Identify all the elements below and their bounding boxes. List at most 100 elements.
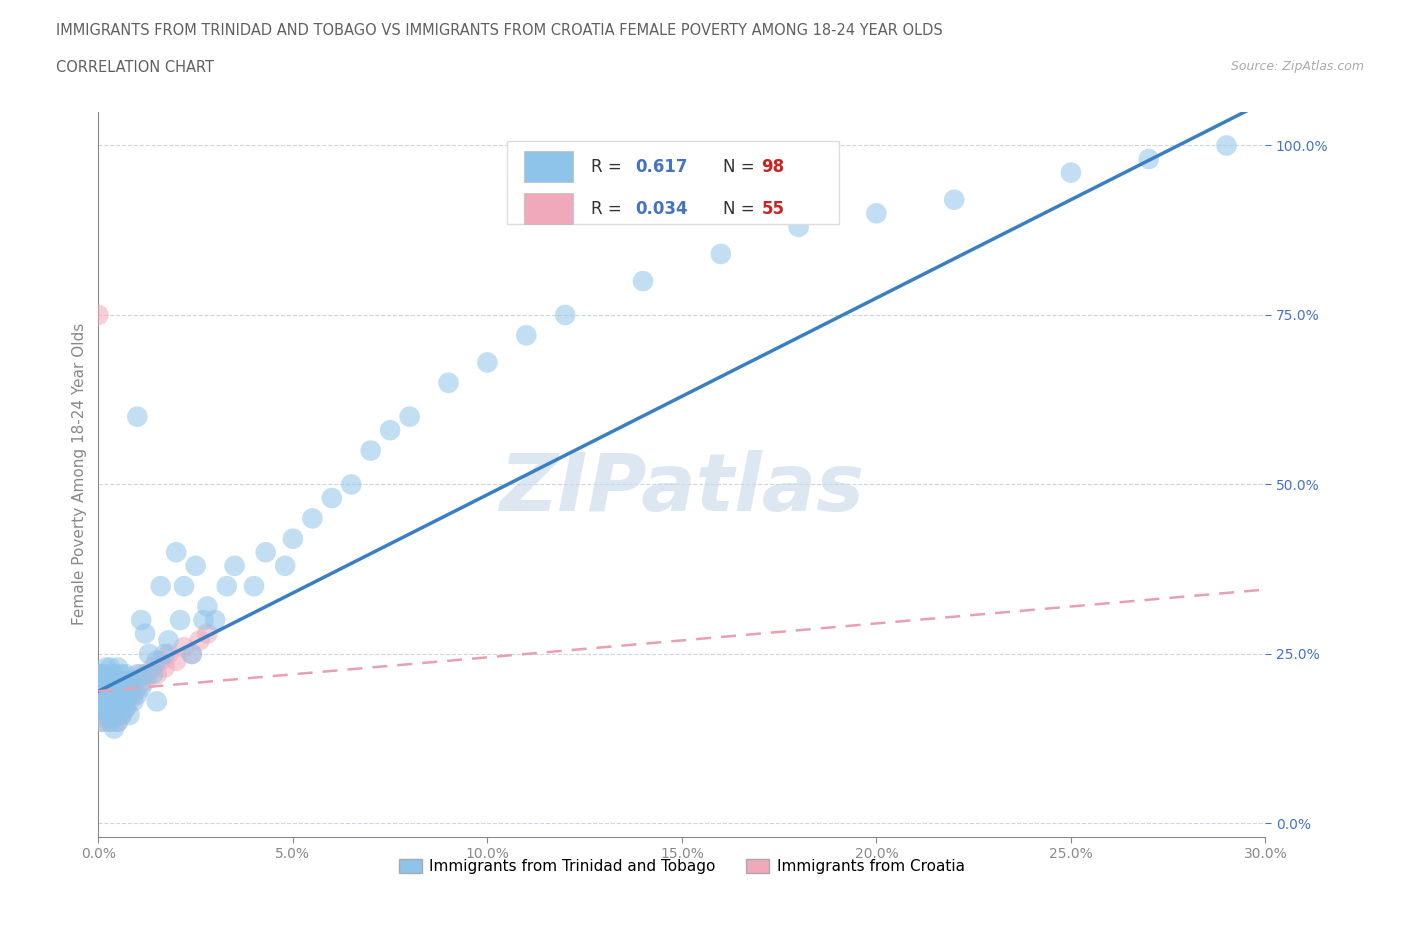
Point [224,558,246,573]
Point [122,681,145,696]
Point [96,694,118,709]
Text: 55: 55 [761,200,785,218]
Point [138,646,160,661]
Point [180,646,202,661]
Point [107,687,129,702]
Point [107,714,129,729]
Text: CORRELATION CHART: CORRELATION CHART [56,60,214,75]
Point [87,681,110,696]
Point [111,667,134,682]
Point [87,694,110,709]
Point [380,423,402,438]
Point [107,714,129,729]
Point [943,193,966,207]
Point [96,681,118,696]
Point [114,700,136,715]
Point [107,700,129,715]
Point [96,708,118,723]
Point [122,687,145,702]
Point [114,700,136,715]
Point [96,673,118,688]
Text: 98: 98 [761,158,785,177]
Point [103,673,125,688]
Point [111,700,134,715]
Point [96,700,118,715]
Point [204,613,226,628]
Point [91,687,114,702]
Point [554,308,576,323]
Point [91,687,114,702]
Point [91,681,114,696]
Point [1215,138,1237,153]
Point [149,653,172,668]
Point [153,646,176,661]
Point [98,681,121,696]
Point [169,613,191,628]
FancyBboxPatch shape [524,193,574,223]
Point [142,660,165,675]
Text: 0.617: 0.617 [636,158,688,177]
Point [787,219,810,234]
Point [118,673,141,688]
Point [195,599,218,614]
Point [98,660,121,675]
Point [98,714,121,729]
Text: N =: N = [723,200,755,218]
Point [129,681,152,696]
Text: 0.034: 0.034 [636,200,688,218]
Point [107,660,129,675]
Point [173,578,195,593]
Text: N =: N = [723,158,755,177]
Point [91,714,114,729]
Point [98,673,121,688]
Point [103,708,125,723]
Point [710,246,733,261]
Point [114,673,136,688]
Point [103,687,125,702]
Point [118,687,141,702]
Point [165,545,187,560]
Point [146,694,169,709]
Point [96,708,118,723]
Point [515,328,537,343]
Point [173,640,195,655]
Point [114,694,136,709]
Point [321,491,343,506]
Text: R =: R = [591,200,621,218]
Point [103,694,125,709]
Text: ZIPatlas: ZIPatlas [499,450,865,528]
Point [146,667,169,682]
Point [98,673,121,688]
Point [87,700,110,715]
Point [91,700,114,715]
Point [149,578,172,593]
Point [91,673,114,688]
Point [91,714,114,729]
Point [96,660,118,675]
Point [87,681,110,696]
Legend: Immigrants from Trinidad and Tobago, Immigrants from Croatia: Immigrants from Trinidad and Tobago, Imm… [392,853,972,880]
Point [180,646,202,661]
Point [87,308,110,323]
Point [91,694,114,709]
Point [98,700,121,715]
Point [103,700,125,715]
Point [87,694,110,709]
Point [107,694,129,709]
Point [114,681,136,696]
Point [360,443,382,458]
Point [98,687,121,702]
Point [91,708,114,723]
Point [96,687,118,702]
Point [865,206,887,220]
Point [96,700,118,715]
Point [1137,152,1160,166]
Point [107,673,129,688]
Point [96,687,118,702]
Point [127,667,149,682]
Point [103,667,125,682]
Point [398,409,420,424]
Point [91,667,114,682]
Point [96,673,118,688]
Point [129,667,152,682]
